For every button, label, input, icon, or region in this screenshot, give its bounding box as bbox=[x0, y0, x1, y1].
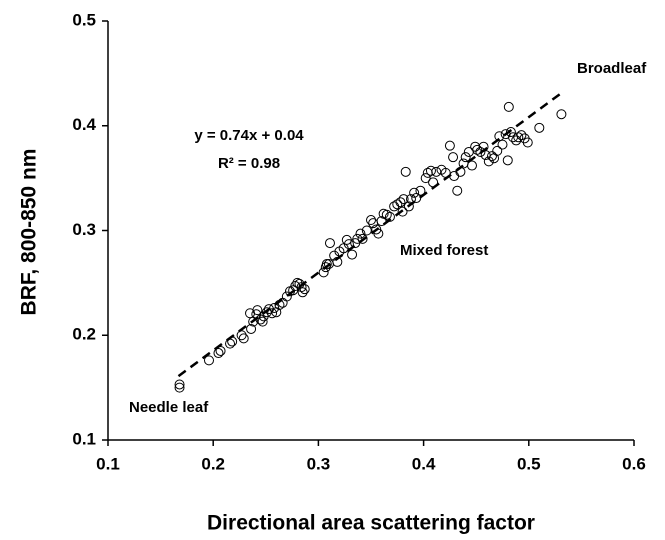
point bbox=[215, 345, 226, 356]
point bbox=[460, 152, 471, 163]
point bbox=[503, 101, 514, 112]
point bbox=[225, 338, 236, 349]
point bbox=[505, 127, 516, 138]
x-tick-label: 0.3 bbox=[307, 454, 331, 473]
point bbox=[502, 155, 513, 166]
annotation: y = 0.74x + 0.04 bbox=[194, 127, 304, 144]
point bbox=[203, 355, 214, 366]
point bbox=[411, 193, 422, 204]
x-axis-title: Directional area scattering factor bbox=[207, 512, 535, 535]
x-tick-label: 0.1 bbox=[96, 454, 120, 473]
point bbox=[497, 139, 508, 150]
point bbox=[431, 166, 442, 177]
point bbox=[227, 336, 238, 347]
point bbox=[246, 323, 257, 334]
point bbox=[267, 308, 278, 319]
point bbox=[534, 122, 545, 133]
annotation: Needle leaf bbox=[129, 399, 209, 416]
point bbox=[513, 132, 524, 143]
y-tick-label: 0.4 bbox=[72, 115, 96, 134]
y-tick-label: 0.1 bbox=[72, 429, 96, 448]
y-tick-label: 0.5 bbox=[72, 10, 96, 29]
annotation: Mixed forest bbox=[400, 242, 488, 259]
point bbox=[296, 282, 307, 293]
point bbox=[392, 199, 403, 210]
x-tick-label: 0.4 bbox=[412, 454, 436, 473]
point bbox=[324, 238, 335, 249]
point bbox=[425, 165, 436, 176]
point bbox=[355, 228, 366, 239]
y-tick-label: 0.3 bbox=[72, 220, 96, 239]
point bbox=[440, 167, 451, 178]
point bbox=[213, 348, 224, 359]
point bbox=[332, 256, 343, 267]
x-tick-label: 0.2 bbox=[201, 454, 225, 473]
point bbox=[455, 166, 466, 177]
point bbox=[299, 284, 310, 295]
point bbox=[389, 201, 400, 212]
point bbox=[384, 211, 395, 222]
point bbox=[294, 278, 305, 289]
point bbox=[492, 145, 503, 156]
point bbox=[494, 131, 505, 142]
point bbox=[452, 185, 463, 196]
point bbox=[409, 187, 420, 198]
point bbox=[255, 314, 266, 325]
point bbox=[415, 185, 426, 196]
point bbox=[472, 144, 483, 155]
point bbox=[397, 206, 408, 217]
point bbox=[357, 233, 368, 244]
y-tick-label: 0.2 bbox=[72, 325, 96, 344]
point bbox=[470, 141, 481, 152]
point bbox=[281, 291, 292, 302]
point bbox=[352, 233, 363, 244]
point bbox=[516, 130, 527, 141]
point bbox=[428, 177, 439, 188]
point bbox=[448, 152, 459, 163]
point bbox=[376, 216, 387, 227]
point bbox=[366, 215, 376, 226]
point bbox=[174, 379, 185, 390]
point bbox=[483, 156, 494, 167]
point bbox=[373, 228, 384, 239]
point bbox=[174, 382, 185, 393]
point bbox=[486, 151, 497, 162]
point bbox=[403, 201, 414, 212]
point bbox=[257, 316, 268, 327]
point bbox=[274, 299, 285, 310]
point bbox=[236, 330, 247, 341]
point bbox=[444, 140, 455, 151]
point bbox=[422, 167, 433, 178]
point bbox=[466, 160, 477, 171]
point bbox=[522, 137, 533, 148]
point bbox=[420, 173, 431, 184]
point bbox=[343, 239, 354, 250]
y-axis-title: BRF, 800-850 nm bbox=[18, 149, 41, 316]
point bbox=[556, 109, 567, 120]
annotation: Broadleaf bbox=[577, 60, 647, 77]
point bbox=[238, 333, 249, 344]
point bbox=[398, 194, 409, 205]
point bbox=[405, 194, 416, 205]
point bbox=[361, 225, 372, 236]
point bbox=[347, 249, 358, 260]
point bbox=[480, 150, 491, 161]
point bbox=[252, 305, 263, 316]
point bbox=[297, 287, 308, 298]
point bbox=[400, 166, 411, 177]
trendline bbox=[177, 91, 564, 378]
point bbox=[318, 267, 329, 278]
x-tick-label: 0.6 bbox=[622, 454, 646, 473]
point bbox=[475, 146, 486, 157]
annotation: R² = 0.98 bbox=[218, 155, 280, 172]
point bbox=[463, 146, 474, 157]
point bbox=[395, 197, 406, 208]
x-tick-label: 0.5 bbox=[517, 454, 541, 473]
point bbox=[381, 209, 392, 220]
